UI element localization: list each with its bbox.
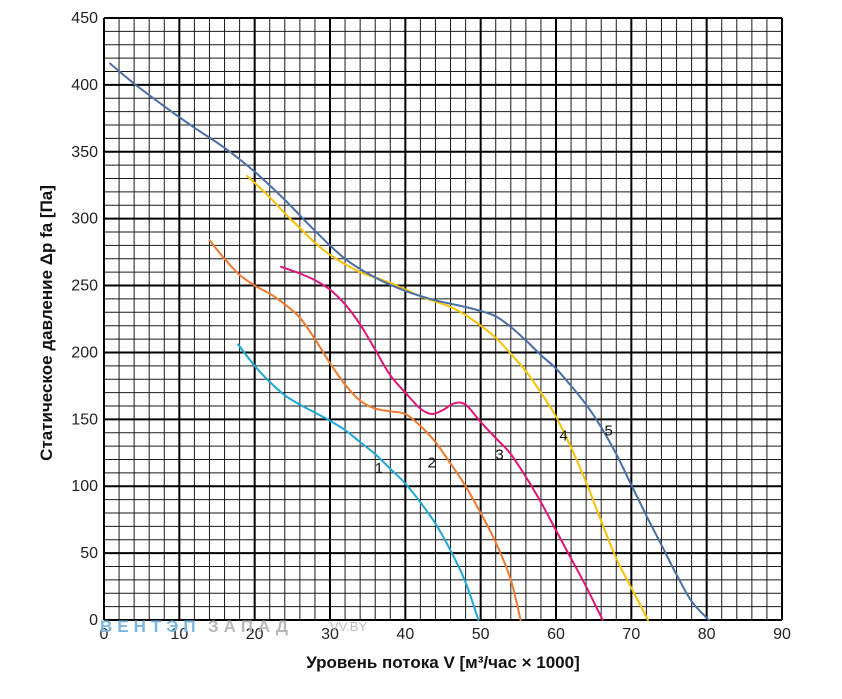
- watermark-site: VV.BY: [330, 619, 367, 634]
- watermark-brand-right: ЗАПАД: [208, 617, 293, 636]
- major-grid: [103, 17, 783, 621]
- x-tick-label: 70: [622, 626, 640, 643]
- series-label-5: 5: [605, 422, 613, 439]
- y-tick-label: 300: [71, 211, 98, 228]
- x-tick-label: 30: [321, 626, 339, 643]
- x-tick-label: 0: [100, 626, 109, 643]
- x-tick-label: 20: [246, 626, 264, 643]
- x-tick-label: 60: [547, 626, 565, 643]
- series-label-4: 4: [559, 428, 567, 445]
- y-tick-label: 250: [71, 278, 98, 295]
- watermark-brand-left: ВЕНТЭП: [100, 617, 201, 636]
- y-tick-label: 450: [71, 10, 98, 27]
- watermark: ВЕНТЭП ЗАПАД VV.BY: [100, 617, 367, 636]
- y-tick-label: 150: [71, 411, 98, 428]
- series-label-3: 3: [495, 446, 503, 463]
- series-label-1: 1: [375, 460, 383, 477]
- series-group: [109, 62, 710, 621]
- series-line-4: [246, 174, 649, 621]
- x-axis-title: Уровень потока V [м³/час × 1000]: [306, 653, 580, 672]
- y-tick-label: 100: [71, 478, 98, 495]
- series-line-5: [109, 62, 710, 621]
- x-tick-label: 80: [698, 626, 716, 643]
- y-tick-label: 350: [71, 144, 98, 161]
- series-line-1: [237, 343, 480, 621]
- y-axis-ticks: 0 50 100 150 200 250 300 350 400 450: [71, 10, 98, 629]
- series-line-3: [280, 265, 604, 621]
- y-tick-label: 200: [71, 344, 98, 361]
- x-axis-ticks: 0 10 20 30 40 50 60 70 80 90: [100, 626, 791, 643]
- y-tick-label: 0: [89, 612, 98, 629]
- y-axis-title: Статическое давление Δp fa [Па]: [37, 185, 56, 461]
- series-line-2: [208, 239, 522, 621]
- x-tick-label: 90: [773, 626, 791, 643]
- y-tick-label: 50: [80, 545, 98, 562]
- series-label-2: 2: [428, 454, 436, 471]
- x-tick-label: 40: [396, 626, 414, 643]
- x-tick-label: 50: [472, 626, 490, 643]
- x-tick-label: 10: [170, 626, 188, 643]
- series-labels: 1 2 3 4 5: [375, 422, 613, 476]
- y-tick-label: 400: [71, 77, 98, 94]
